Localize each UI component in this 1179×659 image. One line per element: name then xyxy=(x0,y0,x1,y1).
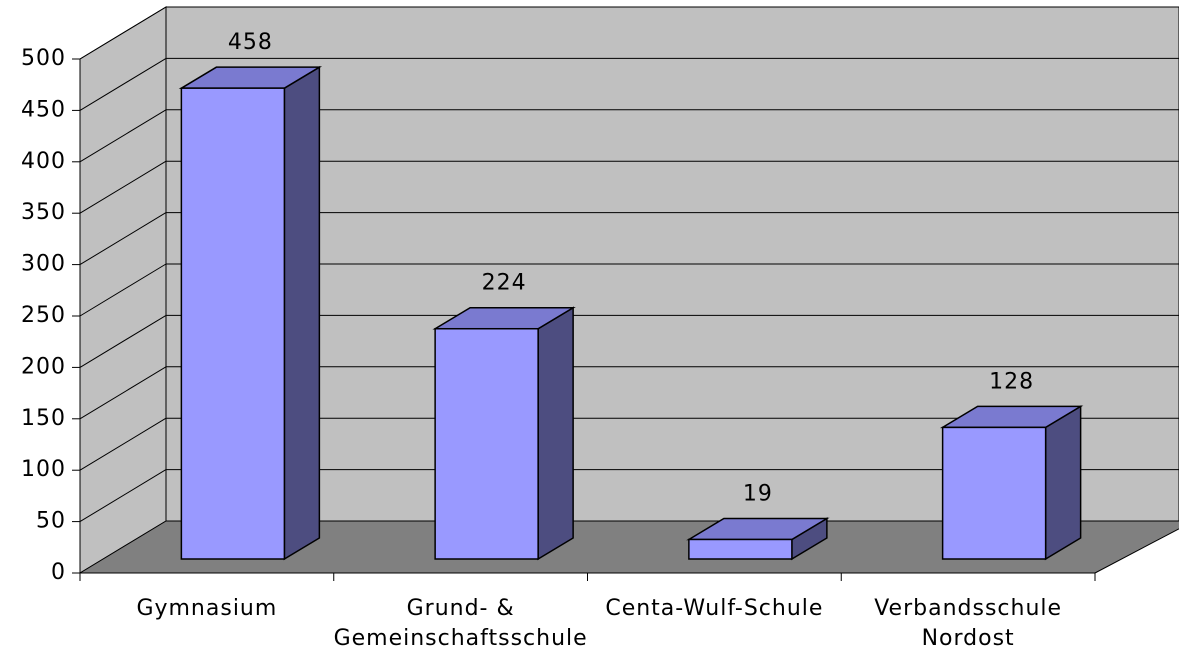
grid-line xyxy=(79,6,167,60)
y-tick-label: 400 xyxy=(21,149,66,174)
y-tick-label: 150 xyxy=(21,406,66,431)
value-label: 19 xyxy=(743,481,773,506)
grid-line xyxy=(79,109,167,163)
y-tick-label: 450 xyxy=(21,97,66,122)
grid-line xyxy=(79,417,167,471)
x-tick-label: Gymnasium xyxy=(136,596,278,621)
y-tick-label: 0 xyxy=(51,560,66,585)
bar xyxy=(688,538,793,560)
bar-side xyxy=(1044,405,1082,561)
grid-line xyxy=(79,469,167,523)
grid-line xyxy=(79,366,167,420)
x-tick-label: Grund- & Gemeinschaftsschule xyxy=(333,596,588,651)
grid-line xyxy=(79,57,167,111)
bar-side xyxy=(283,65,321,561)
x-tick-label: Centa-Wulf-Schule xyxy=(605,596,824,621)
grid-line xyxy=(79,160,167,214)
y-tick-label: 100 xyxy=(21,457,66,482)
bar xyxy=(434,327,539,560)
bar-side xyxy=(537,306,574,561)
grid-line xyxy=(79,314,167,368)
floor xyxy=(80,521,1179,573)
y-tick-label: 250 xyxy=(21,303,66,328)
value-label: 458 xyxy=(228,30,273,55)
floor-edge xyxy=(1094,528,1179,574)
y-tick-label: 500 xyxy=(21,46,66,71)
x-tick-label: Verbandsschule Nordost xyxy=(874,596,1063,651)
grid-line xyxy=(79,263,167,317)
grid-line xyxy=(79,520,167,574)
grid-line xyxy=(79,212,167,266)
value-label: 224 xyxy=(482,271,527,296)
bar xyxy=(941,426,1047,560)
bar xyxy=(180,87,286,560)
y-tick-label: 350 xyxy=(21,200,66,225)
y-tick-label: 300 xyxy=(21,252,66,277)
y-tick-label: 200 xyxy=(21,354,66,379)
y-tick-label: 50 xyxy=(36,509,66,534)
value-label: 128 xyxy=(989,369,1034,394)
